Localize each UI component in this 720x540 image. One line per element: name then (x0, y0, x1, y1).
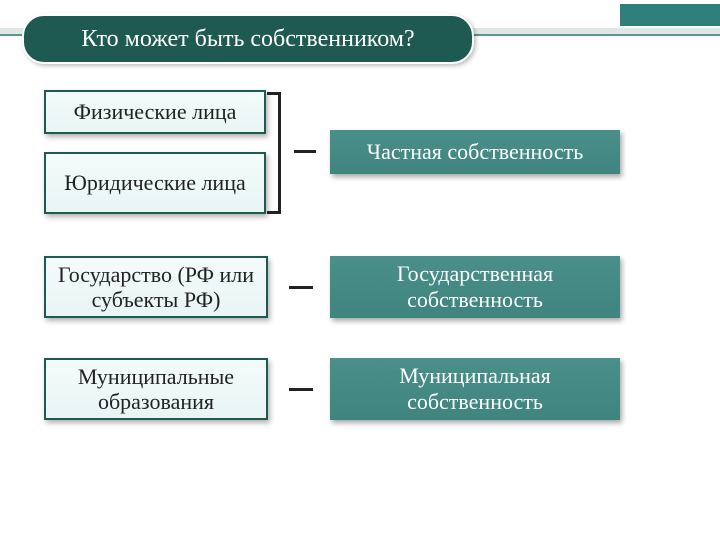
property-municipal: Муниципальная собственность (330, 358, 620, 420)
connector-dash-3 (289, 388, 313, 391)
property-state: Государственная собственность (330, 256, 620, 318)
diagram-title: Кто может быть собственником? (22, 14, 474, 64)
connector-dash-2 (289, 286, 313, 289)
owner-municipal: Муниципальные образования (44, 358, 268, 420)
owner-physical: Физические лица (44, 90, 266, 134)
group-bracket (278, 92, 281, 214)
owner-legal: Юридические лица (44, 152, 266, 214)
decor-teal-tab (620, 4, 720, 26)
property-private: Частная собственность (330, 130, 620, 174)
connector-dash-1 (294, 150, 316, 153)
owner-state: Государство (РФ или субъекты РФ) (44, 256, 268, 318)
